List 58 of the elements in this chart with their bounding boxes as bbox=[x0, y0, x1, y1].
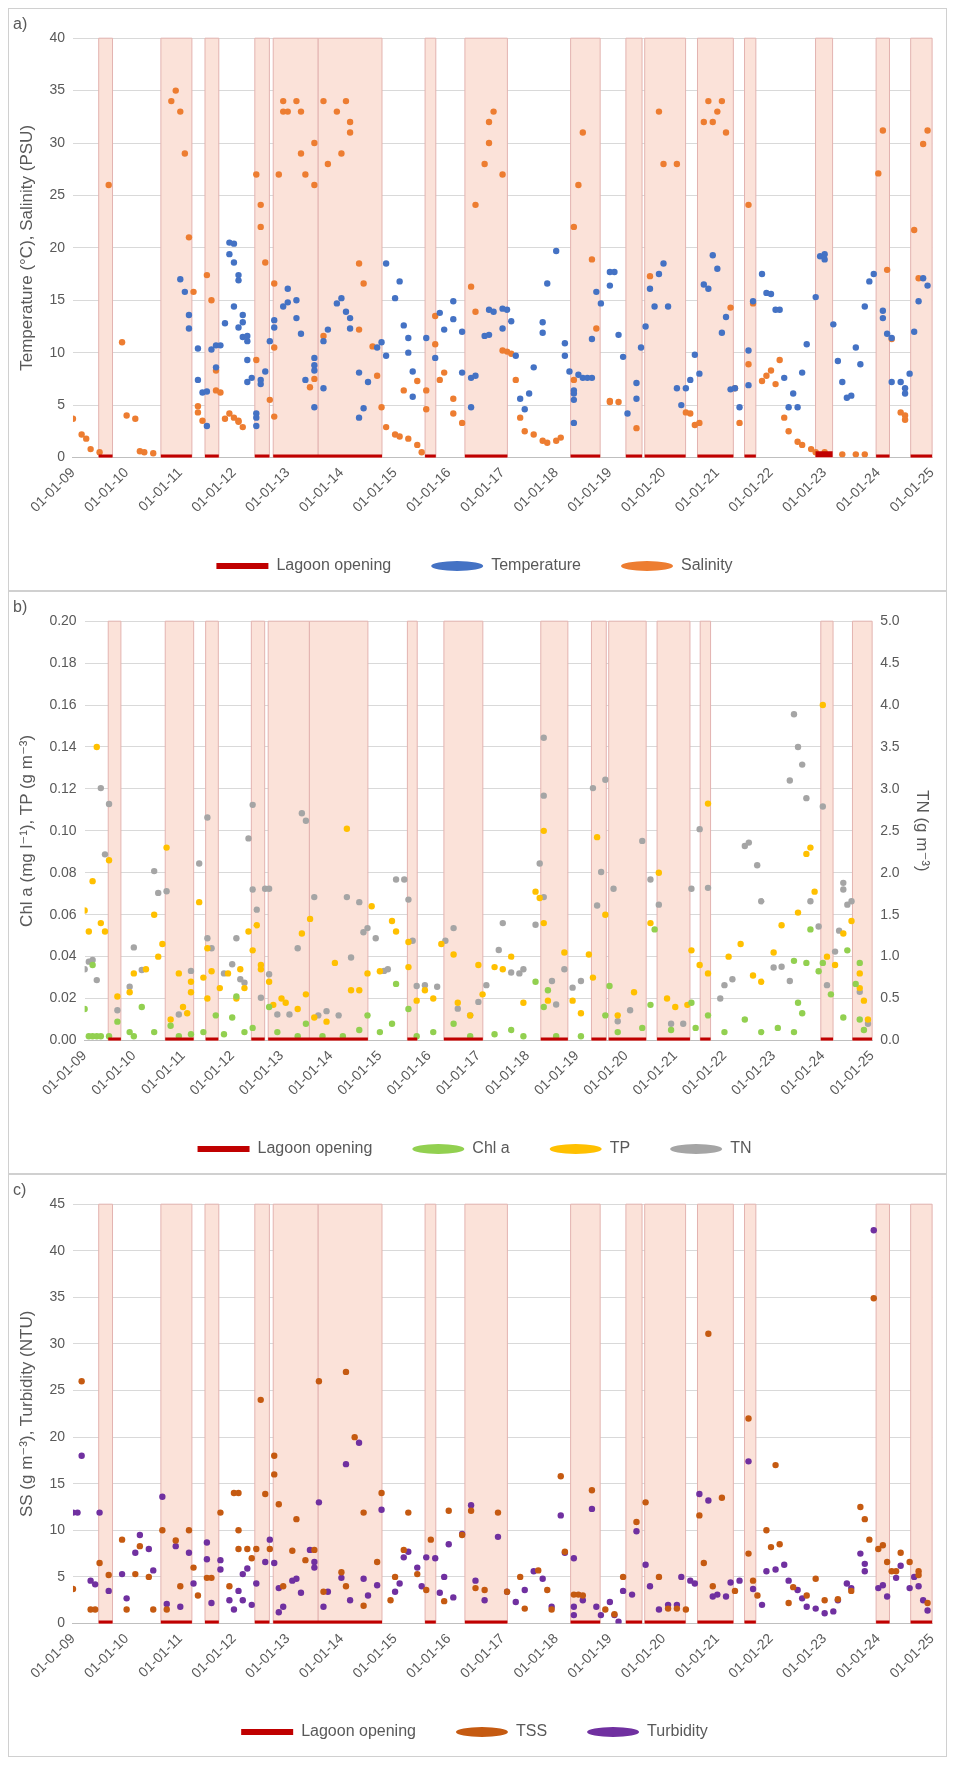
y-tick-label: 15 bbox=[49, 291, 66, 308]
y-tick-label: 45 bbox=[49, 1195, 66, 1212]
y-tick-label: 25 bbox=[49, 1381, 66, 1398]
y2-tick-label: 4.5 bbox=[880, 653, 900, 670]
y2-tick-label: 2.0 bbox=[880, 863, 900, 880]
y-tick-label: 25 bbox=[49, 186, 66, 203]
y2-tick-label: 2.5 bbox=[880, 821, 900, 838]
y-tick-label: 35 bbox=[49, 81, 66, 98]
y-tick-label: 0.04 bbox=[49, 947, 77, 964]
y-tick-label: 10 bbox=[49, 343, 66, 360]
y-tick-label: 0.18 bbox=[49, 653, 77, 670]
y-tick-label: 0.12 bbox=[49, 779, 77, 796]
y-tick-label: 0.08 bbox=[49, 863, 77, 880]
y-tick-label: 0.10 bbox=[49, 821, 77, 838]
y2-axis-title: TN (g m⁻³) bbox=[913, 790, 933, 872]
legend-label: Lagoon opening bbox=[257, 1139, 373, 1157]
y2-tick-label: 5.0 bbox=[880, 612, 900, 629]
chart-title: b) bbox=[13, 598, 28, 616]
legend-label: TSS bbox=[515, 1722, 548, 1740]
legend-label: Temperature bbox=[491, 556, 582, 574]
y-tick-label: 15 bbox=[49, 1474, 66, 1491]
y-tick-label: 30 bbox=[49, 1334, 66, 1351]
chart-title: c) bbox=[13, 1181, 27, 1199]
y-tick-label: 30 bbox=[49, 133, 66, 150]
y-tick-label: 0 bbox=[57, 1614, 66, 1631]
y-axis-title: Temperature (°C), Salinity (PSU) bbox=[16, 124, 36, 371]
y2-tick-label: 1.5 bbox=[880, 905, 900, 922]
y-tick-label: 20 bbox=[49, 1428, 66, 1444]
y2-tick-label: 0.5 bbox=[880, 989, 900, 1006]
y-tick-label: 0.02 bbox=[49, 989, 77, 1006]
legend-label: Turbidity bbox=[647, 1722, 708, 1740]
y2-tick-label: 0.0 bbox=[880, 1031, 900, 1048]
y-axis-title: Chl a (mg l⁻¹), TP (g m⁻³) bbox=[16, 734, 36, 927]
y-tick-label: 5 bbox=[57, 395, 66, 412]
legend-label: Lagoon opening bbox=[276, 556, 392, 574]
y-axis-title: SS (g m⁻³), Turbidity (NTU) bbox=[16, 1310, 36, 1518]
y-tick-label: 40 bbox=[49, 1241, 66, 1258]
chart-title: a) bbox=[13, 15, 28, 33]
y-tick-label: 10 bbox=[49, 1521, 66, 1538]
y-tick-label: 0.06 bbox=[49, 905, 77, 922]
y2-tick-label: 3.0 bbox=[880, 779, 900, 796]
y-tick-label: 35 bbox=[49, 1288, 66, 1305]
y-tick-label: 40 bbox=[49, 29, 66, 46]
legend-label: TP bbox=[609, 1139, 631, 1157]
legend-label: Salinity bbox=[681, 556, 733, 574]
y2-tick-label: 4.0 bbox=[880, 695, 900, 712]
y-tick-label: 0 bbox=[57, 448, 66, 465]
legend-label: TN bbox=[730, 1139, 752, 1157]
y-tick-label: 0.16 bbox=[49, 695, 77, 712]
y-tick-label: 20 bbox=[49, 238, 66, 255]
y-tick-label: 5 bbox=[57, 1567, 66, 1584]
legend-label: Chl a bbox=[472, 1139, 510, 1157]
y2-tick-label: 1.0 bbox=[880, 947, 900, 964]
legend-label: Lagoon opening bbox=[301, 1722, 416, 1740]
y2-tick-label: 3.5 bbox=[880, 737, 900, 754]
y-tick-label: 0.00 bbox=[49, 1031, 77, 1048]
y-tick-label: 0.14 bbox=[49, 737, 77, 754]
y-tick-label: 0.20 bbox=[49, 612, 77, 629]
